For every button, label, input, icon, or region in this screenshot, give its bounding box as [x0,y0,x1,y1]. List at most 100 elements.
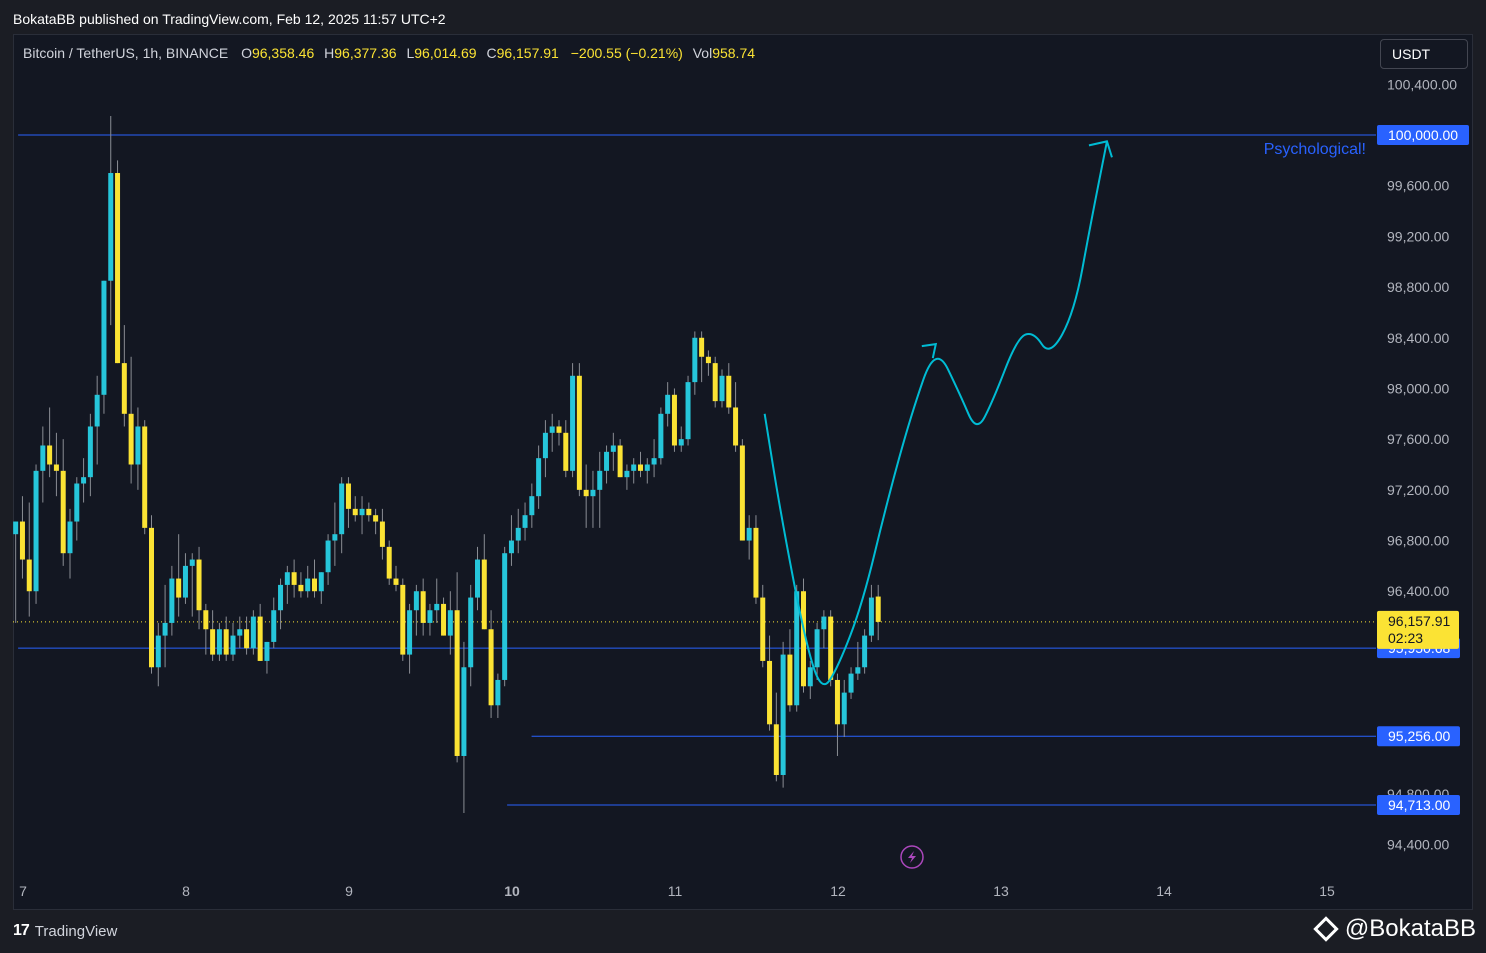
candle[interactable] [284,565,290,604]
candle[interactable] [570,363,576,478]
candle[interactable] [502,546,508,687]
candle[interactable] [773,692,779,782]
candle[interactable] [162,584,168,668]
candle[interactable] [74,477,80,541]
candle[interactable] [868,584,874,642]
symbol-title[interactable]: Bitcoin / TetherUS, 1h, BINANCE [23,45,229,61]
candle[interactable] [610,432,616,471]
candle[interactable] [515,508,521,554]
candle[interactable] [230,622,236,661]
candle[interactable] [81,458,87,503]
candle[interactable] [712,356,718,408]
candle[interactable] [121,325,127,427]
candle[interactable] [780,641,786,788]
candle[interactable] [468,584,474,687]
candle[interactable] [413,584,419,636]
candle[interactable] [597,451,603,528]
candle[interactable] [250,610,256,655]
candle[interactable] [386,540,392,585]
candle[interactable] [549,413,555,452]
candle[interactable] [617,439,623,478]
candle[interactable] [393,565,399,592]
candle[interactable] [875,584,881,641]
candle[interactable] [53,432,59,497]
candle[interactable] [128,356,134,484]
candle[interactable] [814,622,820,680]
candle[interactable] [631,458,637,484]
candle[interactable] [495,673,501,718]
candle[interactable] [169,565,175,636]
candle[interactable] [441,597,447,636]
candle[interactable] [345,477,351,528]
candle[interactable] [40,426,46,503]
candle[interactable] [223,616,229,661]
candle[interactable] [658,407,664,465]
candle[interactable] [325,534,331,585]
candle[interactable] [216,622,222,661]
candle[interactable] [101,280,107,414]
candle[interactable] [678,426,684,452]
candle[interactable] [447,591,453,655]
candle[interactable] [556,420,562,446]
chart-canvas[interactable]: Psychological! 100,400.00 99,600.00 99,200… [13,34,1473,910]
candle[interactable] [767,635,773,731]
candle[interactable] [257,603,263,661]
projection-path[interactable] [763,141,1108,686]
candle[interactable] [692,331,698,395]
candle[interactable] [651,439,657,478]
candle[interactable] [828,610,834,687]
candle[interactable] [298,572,304,598]
candle[interactable] [699,331,705,383]
candle[interactable] [352,496,358,522]
candle[interactable] [474,546,480,611]
candle[interactable] [305,565,311,598]
level-price-tag[interactable] [1377,726,1460,747]
candle[interactable] [590,470,596,528]
candle[interactable] [271,597,277,649]
lightning-icon[interactable] [900,845,924,869]
candle[interactable] [373,508,379,535]
candle[interactable] [291,559,297,598]
candle[interactable] [834,673,840,756]
level-price-tag[interactable] [1377,125,1469,145]
candle[interactable] [733,382,739,452]
candle[interactable] [339,477,345,554]
candle[interactable] [332,502,338,566]
candle[interactable] [807,660,813,699]
candle[interactable] [644,458,650,484]
candle[interactable] [311,559,317,598]
candle[interactable] [841,679,847,737]
candle[interactable] [87,413,93,497]
candle[interactable] [583,464,589,528]
candle[interactable] [189,553,195,617]
candle[interactable] [33,464,39,604]
candle[interactable] [115,160,121,364]
candle[interactable] [420,578,426,636]
candle[interactable] [855,641,861,680]
candle[interactable] [366,502,372,522]
candle[interactable] [624,464,630,490]
candle[interactable] [264,641,270,674]
candle[interactable] [203,603,209,655]
candle[interactable] [522,502,528,541]
candle[interactable] [94,375,100,465]
candle[interactable] [508,515,514,566]
candle[interactable] [800,578,806,693]
candle[interactable] [753,515,759,604]
candle[interactable] [60,439,66,566]
candle[interactable] [454,572,460,763]
candle[interactable] [848,667,854,699]
candle[interactable] [176,534,182,617]
candle[interactable] [278,578,284,630]
candle[interactable] [318,572,324,604]
candle[interactable] [637,451,643,478]
currency-button[interactable]: USDT [1380,39,1468,69]
candle[interactable] [739,439,745,541]
candle[interactable] [148,515,154,674]
candle[interactable] [481,534,487,630]
candle[interactable] [461,641,467,814]
candle[interactable] [237,616,243,649]
candle[interactable] [155,622,161,687]
candle[interactable] [746,515,752,560]
candle[interactable] [379,508,385,560]
